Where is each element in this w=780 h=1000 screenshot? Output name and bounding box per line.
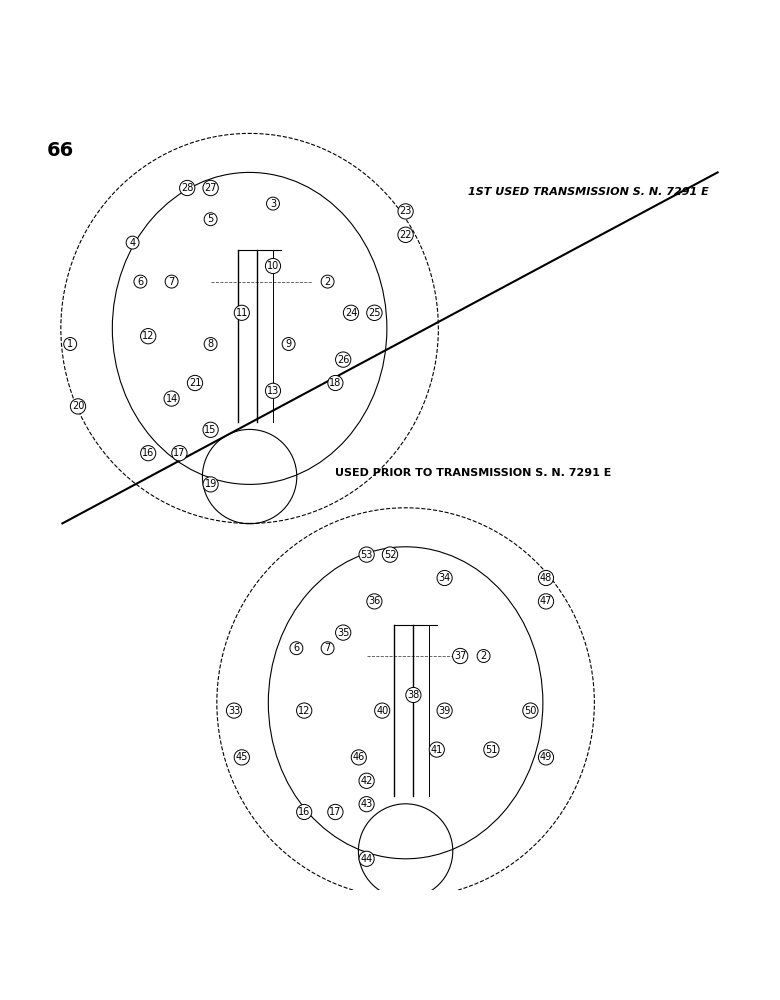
- Text: 6: 6: [137, 277, 144, 287]
- Text: 66: 66: [47, 141, 74, 160]
- Text: 19: 19: [204, 479, 217, 489]
- Text: 49: 49: [540, 752, 552, 762]
- Text: 24: 24: [345, 308, 357, 318]
- Text: 52: 52: [384, 550, 396, 560]
- Text: 51: 51: [485, 745, 498, 755]
- Text: 26: 26: [337, 355, 349, 365]
- Text: 14: 14: [165, 394, 178, 404]
- Text: USED PRIOR TO TRANSMISSION S. N. 7291 E: USED PRIOR TO TRANSMISSION S. N. 7291 E: [335, 468, 612, 478]
- Text: 15: 15: [204, 425, 217, 435]
- Text: 42: 42: [360, 776, 373, 786]
- Text: 20: 20: [72, 401, 84, 411]
- Text: 7: 7: [168, 277, 175, 287]
- Text: 4: 4: [129, 238, 136, 248]
- Text: 37: 37: [454, 651, 466, 661]
- Text: 1: 1: [67, 339, 73, 349]
- Text: 43: 43: [360, 799, 373, 809]
- Text: 12: 12: [298, 706, 310, 716]
- Text: 46: 46: [353, 752, 365, 762]
- Text: 47: 47: [540, 596, 552, 606]
- Text: 11: 11: [236, 308, 248, 318]
- Text: 3: 3: [270, 199, 276, 209]
- Text: 5: 5: [207, 214, 214, 224]
- Text: 17: 17: [173, 448, 186, 458]
- Text: 45: 45: [236, 752, 248, 762]
- Text: 22: 22: [399, 230, 412, 240]
- Text: 1ST USED TRANSMISSION S. N. 7291 E: 1ST USED TRANSMISSION S. N. 7291 E: [468, 187, 709, 197]
- Text: 8: 8: [207, 339, 214, 349]
- Text: 2: 2: [480, 651, 487, 661]
- Text: 50: 50: [524, 706, 537, 716]
- Text: 7: 7: [324, 643, 331, 653]
- Text: 16: 16: [142, 448, 154, 458]
- Text: 27: 27: [204, 183, 217, 193]
- Text: 34: 34: [438, 573, 451, 583]
- Text: 44: 44: [360, 854, 373, 864]
- Text: 2: 2: [324, 277, 331, 287]
- Text: 53: 53: [360, 550, 373, 560]
- Text: 40: 40: [376, 706, 388, 716]
- Text: 28: 28: [181, 183, 193, 193]
- Text: 21: 21: [189, 378, 201, 388]
- Text: 35: 35: [337, 628, 349, 638]
- Text: 17: 17: [329, 807, 342, 817]
- Text: 10: 10: [267, 261, 279, 271]
- Text: 23: 23: [399, 206, 412, 216]
- Text: 9: 9: [285, 339, 292, 349]
- Text: 41: 41: [431, 745, 443, 755]
- Text: 6: 6: [293, 643, 300, 653]
- Text: 12: 12: [142, 331, 154, 341]
- Text: 13: 13: [267, 386, 279, 396]
- Text: 48: 48: [540, 573, 552, 583]
- Text: 38: 38: [407, 690, 420, 700]
- Text: 16: 16: [298, 807, 310, 817]
- Text: 39: 39: [438, 706, 451, 716]
- Text: 33: 33: [228, 706, 240, 716]
- Text: 36: 36: [368, 596, 381, 606]
- Text: 25: 25: [368, 308, 381, 318]
- Text: 18: 18: [329, 378, 342, 388]
